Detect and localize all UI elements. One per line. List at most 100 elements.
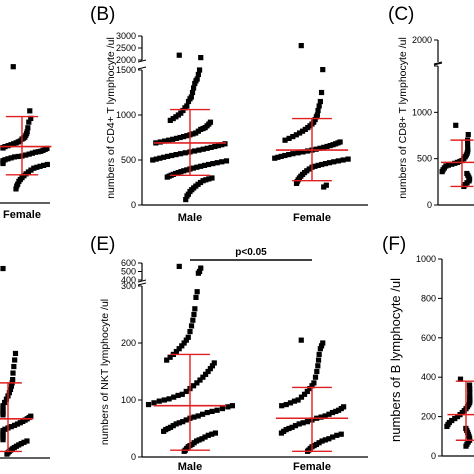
data-point xyxy=(41,162,47,168)
data-point xyxy=(32,149,38,155)
data-point xyxy=(170,136,176,142)
data-point xyxy=(319,438,325,444)
data-point xyxy=(12,357,18,363)
y-tick-label: 1000 xyxy=(116,110,136,120)
data-point xyxy=(345,156,351,162)
data-point xyxy=(317,98,323,105)
data-point xyxy=(173,421,179,427)
y-tick-label: 100 xyxy=(121,395,136,405)
data-point xyxy=(178,169,184,175)
data-point xyxy=(295,397,301,403)
data-point xyxy=(296,130,303,136)
y-axis-label: numbers of NKT lymphocyte /ul xyxy=(99,299,111,445)
data-point xyxy=(10,64,16,70)
data-point xyxy=(0,145,6,151)
data-point xyxy=(17,420,23,426)
panel-3 xyxy=(0,265,50,459)
data-point xyxy=(195,128,201,134)
data-point xyxy=(302,126,308,132)
data-point xyxy=(321,184,327,190)
data-point xyxy=(312,163,318,169)
category-label: Male xyxy=(178,212,202,224)
data-point xyxy=(290,151,296,157)
data-point xyxy=(25,125,31,131)
data-point xyxy=(291,398,298,404)
data-point xyxy=(278,153,284,159)
data-point xyxy=(13,186,19,192)
data-point xyxy=(199,436,205,442)
data-point xyxy=(210,161,216,167)
data-point xyxy=(340,157,346,163)
data-point xyxy=(449,161,455,167)
y-axis-label: numbers of CD8+ T lymphocyte /ul xyxy=(397,37,409,199)
y-axis-label: numbers of B lymphocyte /ul xyxy=(388,278,403,442)
data-point xyxy=(161,428,167,434)
data-point xyxy=(24,438,30,444)
data-point xyxy=(167,117,173,123)
data-point xyxy=(193,78,199,84)
data-point xyxy=(439,169,445,175)
data-point xyxy=(282,152,288,159)
data-point xyxy=(307,386,313,392)
data-point xyxy=(44,161,50,168)
data-point xyxy=(278,430,285,436)
data-point xyxy=(219,159,225,165)
data-point xyxy=(192,80,198,87)
data-point xyxy=(196,437,202,443)
data-point xyxy=(196,147,202,153)
data-point xyxy=(35,149,41,155)
category-label: Male xyxy=(178,461,202,473)
data-point xyxy=(5,156,11,162)
data-point xyxy=(28,115,34,121)
data-point xyxy=(26,119,32,125)
y-tick-label: 500 xyxy=(121,155,136,165)
data-point xyxy=(209,363,216,369)
data-point xyxy=(315,162,321,168)
data-point xyxy=(287,400,294,406)
data-point xyxy=(161,397,167,403)
data-point xyxy=(326,436,332,442)
data-point xyxy=(329,409,336,416)
data-point xyxy=(167,354,173,360)
data-point xyxy=(203,371,209,377)
data-point xyxy=(198,55,204,61)
data-point xyxy=(200,411,206,417)
data-point xyxy=(293,132,299,138)
data-point xyxy=(326,411,332,417)
data-point xyxy=(191,414,197,420)
data-point xyxy=(338,431,344,437)
data-point xyxy=(14,421,21,427)
data-point xyxy=(333,408,339,414)
data-point xyxy=(180,134,187,140)
data-point xyxy=(177,151,184,157)
data-point xyxy=(179,343,185,349)
data-point xyxy=(209,431,215,437)
data-point xyxy=(318,343,325,349)
y-tick-label: 1000 xyxy=(412,107,432,117)
data-point xyxy=(182,105,188,111)
data-point xyxy=(201,162,208,168)
data-point xyxy=(326,160,333,166)
data-point xyxy=(0,412,6,418)
data-point xyxy=(10,377,16,383)
data-point xyxy=(8,142,14,148)
data-point xyxy=(219,142,225,148)
data-point xyxy=(214,407,220,413)
data-point xyxy=(283,401,289,408)
data-point xyxy=(26,151,32,157)
data-point xyxy=(336,407,342,413)
data-point xyxy=(11,363,17,370)
data-point xyxy=(151,400,157,406)
data-point xyxy=(198,265,204,271)
data-point xyxy=(164,174,170,180)
data-point xyxy=(194,289,200,295)
data-point xyxy=(191,311,197,318)
panel-letter: (E) xyxy=(90,234,115,255)
category-label: Female xyxy=(3,209,41,221)
panel-letter: (C) xyxy=(388,4,414,25)
data-point xyxy=(181,168,187,174)
data-point xyxy=(194,164,200,170)
data-point xyxy=(157,155,163,161)
data-point xyxy=(175,392,181,399)
